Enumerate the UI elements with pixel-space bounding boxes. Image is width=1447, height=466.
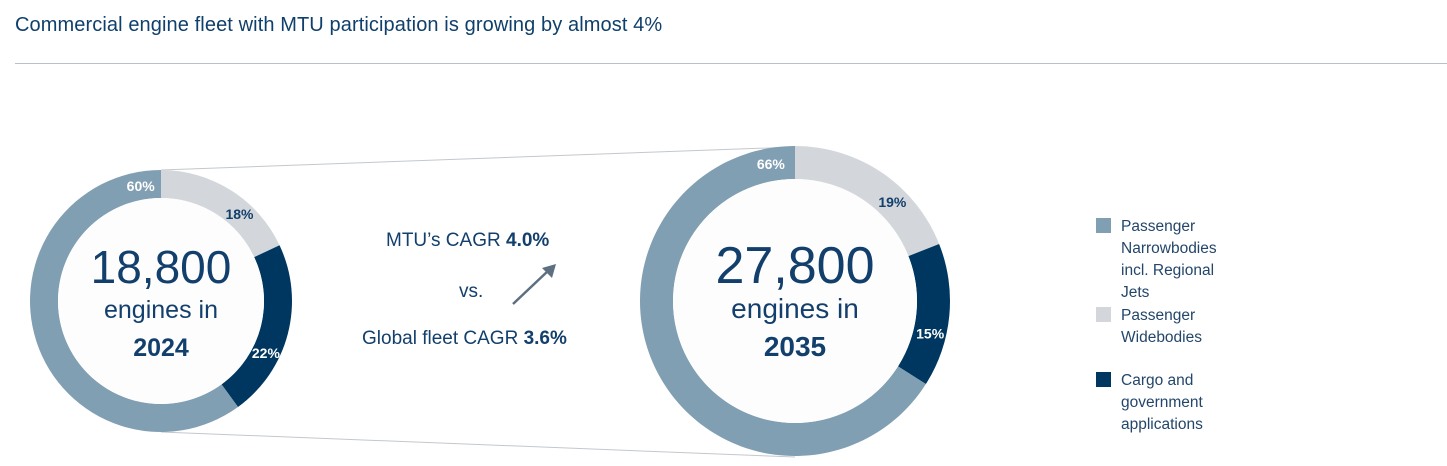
center-year: 2024 bbox=[133, 334, 189, 362]
mtu-cagr: MTU’s CAGR 4.0% bbox=[386, 230, 549, 252]
donut-hole bbox=[58, 198, 264, 404]
center-year: 2035 bbox=[764, 331, 826, 362]
center-caption: engines in bbox=[104, 296, 218, 324]
legend-swatch-cargo bbox=[1096, 372, 1111, 387]
slice-label: 19% bbox=[878, 194, 907, 210]
donut-slice bbox=[898, 243, 951, 385]
legend-item-widebody: Passenger Widebodies bbox=[1096, 305, 1202, 349]
donut-hole bbox=[673, 179, 917, 423]
global-cagr-label: Global fleet CAGR bbox=[362, 328, 519, 349]
vs-label: vs. bbox=[459, 281, 484, 302]
center-caption: engines in bbox=[731, 293, 859, 324]
page-title: Commercial engine fleet with MTU partici… bbox=[15, 14, 663, 36]
slice-label: 18% bbox=[225, 206, 254, 222]
slice-label: 15% bbox=[916, 325, 945, 341]
slice-label: 66% bbox=[757, 156, 786, 172]
legend-swatch-widebody bbox=[1096, 307, 1111, 322]
legend-label-widebody: Passenger Widebodies bbox=[1121, 307, 1202, 346]
slice-label: 22% bbox=[252, 345, 281, 361]
donut-slice bbox=[29, 170, 238, 433]
legend-label-narrowbody: Passenger Narrowbodies incl. Regional Je… bbox=[1121, 218, 1217, 301]
global-cagr: Global fleet CAGR 3.6% bbox=[362, 328, 567, 350]
global-cagr-value: 3.6% bbox=[523, 328, 567, 349]
center-value: 27,800 bbox=[715, 237, 874, 295]
donut-slice bbox=[161, 170, 280, 258]
legend-swatch-narrowbody bbox=[1096, 218, 1111, 233]
mtu-cagr-value: 4.0% bbox=[506, 230, 550, 251]
donut-2024: 18% 22% 60% 18,800 engines in 2024 bbox=[29, 170, 293, 433]
center-value: 18,800 bbox=[91, 241, 232, 293]
mtu-cagr-label: MTU’s CAGR bbox=[386, 230, 501, 251]
legend-label-cargo: Cargo and government applications bbox=[1121, 372, 1203, 433]
donut-slice bbox=[221, 245, 293, 407]
title-divider bbox=[15, 63, 1447, 64]
connector-bottom bbox=[160, 431, 796, 458]
donut-slice bbox=[795, 146, 940, 257]
connector-top bbox=[160, 146, 796, 171]
arrow-up-right-icon bbox=[512, 264, 556, 305]
slice-label: 60% bbox=[127, 178, 156, 194]
legend-item-narrowbody: Passenger Narrowbodies incl. Regional Je… bbox=[1096, 216, 1217, 304]
legend-item-cargo: Cargo and government applications bbox=[1096, 370, 1203, 436]
